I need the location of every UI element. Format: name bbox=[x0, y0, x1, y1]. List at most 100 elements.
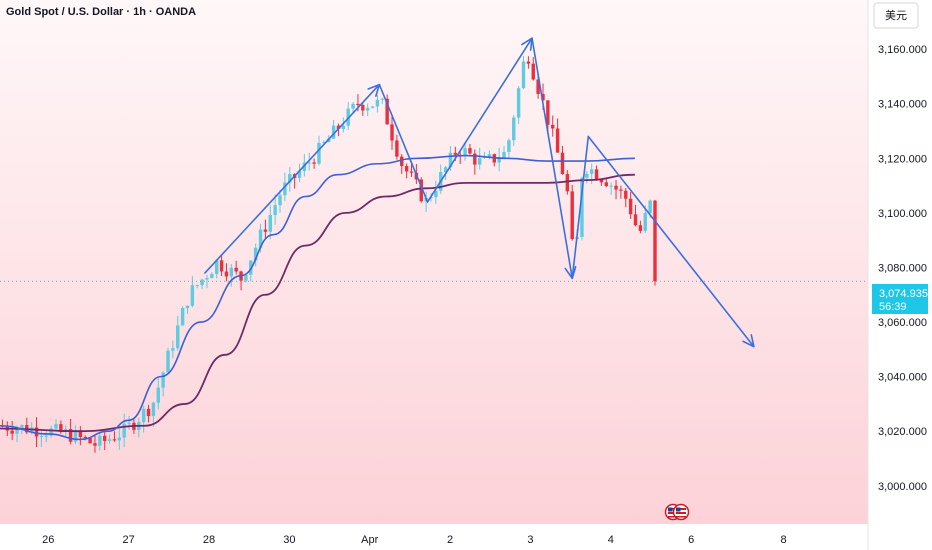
price-axis-background bbox=[868, 0, 932, 550]
candle-body bbox=[54, 424, 58, 429]
candle-body bbox=[185, 305, 190, 309]
candle-body bbox=[516, 88, 521, 118]
candle-body bbox=[638, 225, 643, 231]
candle-body bbox=[370, 106, 375, 108]
candle-body bbox=[161, 372, 165, 388]
candle-body bbox=[619, 189, 623, 191]
candle-body bbox=[628, 198, 633, 215]
candle-body bbox=[453, 152, 458, 155]
y-tick-label: 3,080.000 bbox=[878, 262, 927, 274]
candle-body bbox=[341, 125, 346, 129]
us-flag-icon[interactable] bbox=[672, 503, 690, 521]
candle-body bbox=[570, 191, 574, 240]
candle-body bbox=[541, 93, 545, 101]
candle-body bbox=[385, 98, 389, 125]
candle-body bbox=[536, 79, 540, 94]
candle-body bbox=[633, 214, 638, 226]
candle-body bbox=[317, 142, 321, 164]
pattern-arrowhead bbox=[367, 83, 381, 97]
candle-body bbox=[273, 205, 277, 216]
candle-body bbox=[93, 443, 97, 446]
candle-body bbox=[141, 408, 146, 423]
candle-body bbox=[39, 436, 44, 438]
candle-body bbox=[609, 185, 613, 187]
candle-body bbox=[560, 152, 565, 175]
candle-body bbox=[219, 260, 224, 272]
y-tick-label: 3,140.000 bbox=[878, 99, 927, 111]
candle-body bbox=[487, 154, 492, 157]
candle-body bbox=[365, 107, 370, 111]
x-tick-label: 30 bbox=[283, 534, 295, 546]
y-tick-label: 3,060.000 bbox=[878, 317, 927, 329]
pattern-drawing-group[interactable] bbox=[204, 37, 755, 348]
candle-body bbox=[434, 190, 438, 198]
candle-body bbox=[531, 63, 535, 80]
candle-body bbox=[215, 260, 219, 274]
candle-body bbox=[107, 439, 112, 441]
candle-body bbox=[205, 278, 209, 280]
x-tick-label: 2 bbox=[447, 534, 453, 546]
x-tick-label: 3 bbox=[527, 534, 533, 546]
candle-body bbox=[594, 169, 599, 180]
candle-body bbox=[512, 117, 516, 141]
candle-body bbox=[448, 152, 453, 168]
y-tick-label: 3,000.000 bbox=[878, 481, 927, 493]
candle-body bbox=[580, 177, 584, 237]
moving-averages-group bbox=[0, 154, 635, 441]
candle-body bbox=[34, 427, 39, 437]
pattern-line bbox=[426, 37, 533, 203]
candle-body bbox=[526, 61, 531, 64]
candle-body bbox=[546, 100, 550, 125]
candle-body bbox=[555, 128, 560, 153]
x-tick-label: 4 bbox=[608, 534, 614, 546]
event-flags[interactable] bbox=[664, 503, 690, 521]
candle-body bbox=[190, 285, 195, 306]
candle-body bbox=[589, 169, 594, 174]
candle-body bbox=[648, 200, 652, 213]
candle-body bbox=[307, 162, 311, 164]
candle-body bbox=[624, 190, 628, 199]
price-axis[interactable]: 3,000.000 3,020.000 3,040.000 3,060.000 3,08… bbox=[878, 44, 927, 493]
candle-body bbox=[166, 350, 170, 373]
pattern-line bbox=[378, 83, 429, 203]
x-tick-label: 8 bbox=[781, 534, 787, 546]
candle-body bbox=[614, 185, 618, 190]
candle-body bbox=[244, 274, 248, 281]
candle-body bbox=[336, 125, 341, 129]
currency-button-label: 美元 bbox=[885, 9, 907, 22]
currency-button[interactable]: 美元 bbox=[873, 2, 919, 29]
candle-body bbox=[502, 152, 506, 159]
candle-body bbox=[599, 179, 604, 183]
candle-body bbox=[263, 229, 268, 232]
candle-body bbox=[151, 402, 156, 417]
candle-body bbox=[49, 428, 53, 436]
last-price-label: 3,074.935 56:39 bbox=[872, 284, 928, 314]
candle-body bbox=[229, 267, 234, 277]
candle-body bbox=[390, 124, 394, 141]
candle-body bbox=[210, 273, 214, 279]
candle-body bbox=[44, 435, 48, 437]
candle-body bbox=[127, 422, 131, 424]
countdown-value: 56:39 bbox=[879, 301, 907, 313]
ma-slow-line bbox=[0, 173, 635, 433]
time-axis-background bbox=[0, 524, 868, 550]
candle-body bbox=[180, 308, 185, 326]
time-axis[interactable]: 26 27 28 30 Apr 2 3 4 6 8 bbox=[42, 534, 787, 546]
pattern-line bbox=[531, 37, 574, 280]
last-price-label-box bbox=[872, 284, 928, 314]
candle-body bbox=[604, 182, 609, 187]
candle-body bbox=[176, 325, 180, 349]
candle-body bbox=[322, 142, 326, 144]
candle-body bbox=[200, 279, 204, 286]
candle-body bbox=[565, 174, 570, 192]
candle-body bbox=[171, 348, 175, 351]
pattern-line bbox=[204, 83, 381, 274]
candle-body bbox=[20, 425, 24, 429]
x-tick-label: 6 bbox=[688, 534, 694, 546]
candle-body bbox=[585, 173, 589, 178]
candle-body bbox=[351, 103, 355, 109]
candle-body bbox=[404, 166, 409, 172]
pattern-arrowhead bbox=[564, 266, 577, 280]
candle-body bbox=[224, 271, 229, 277]
